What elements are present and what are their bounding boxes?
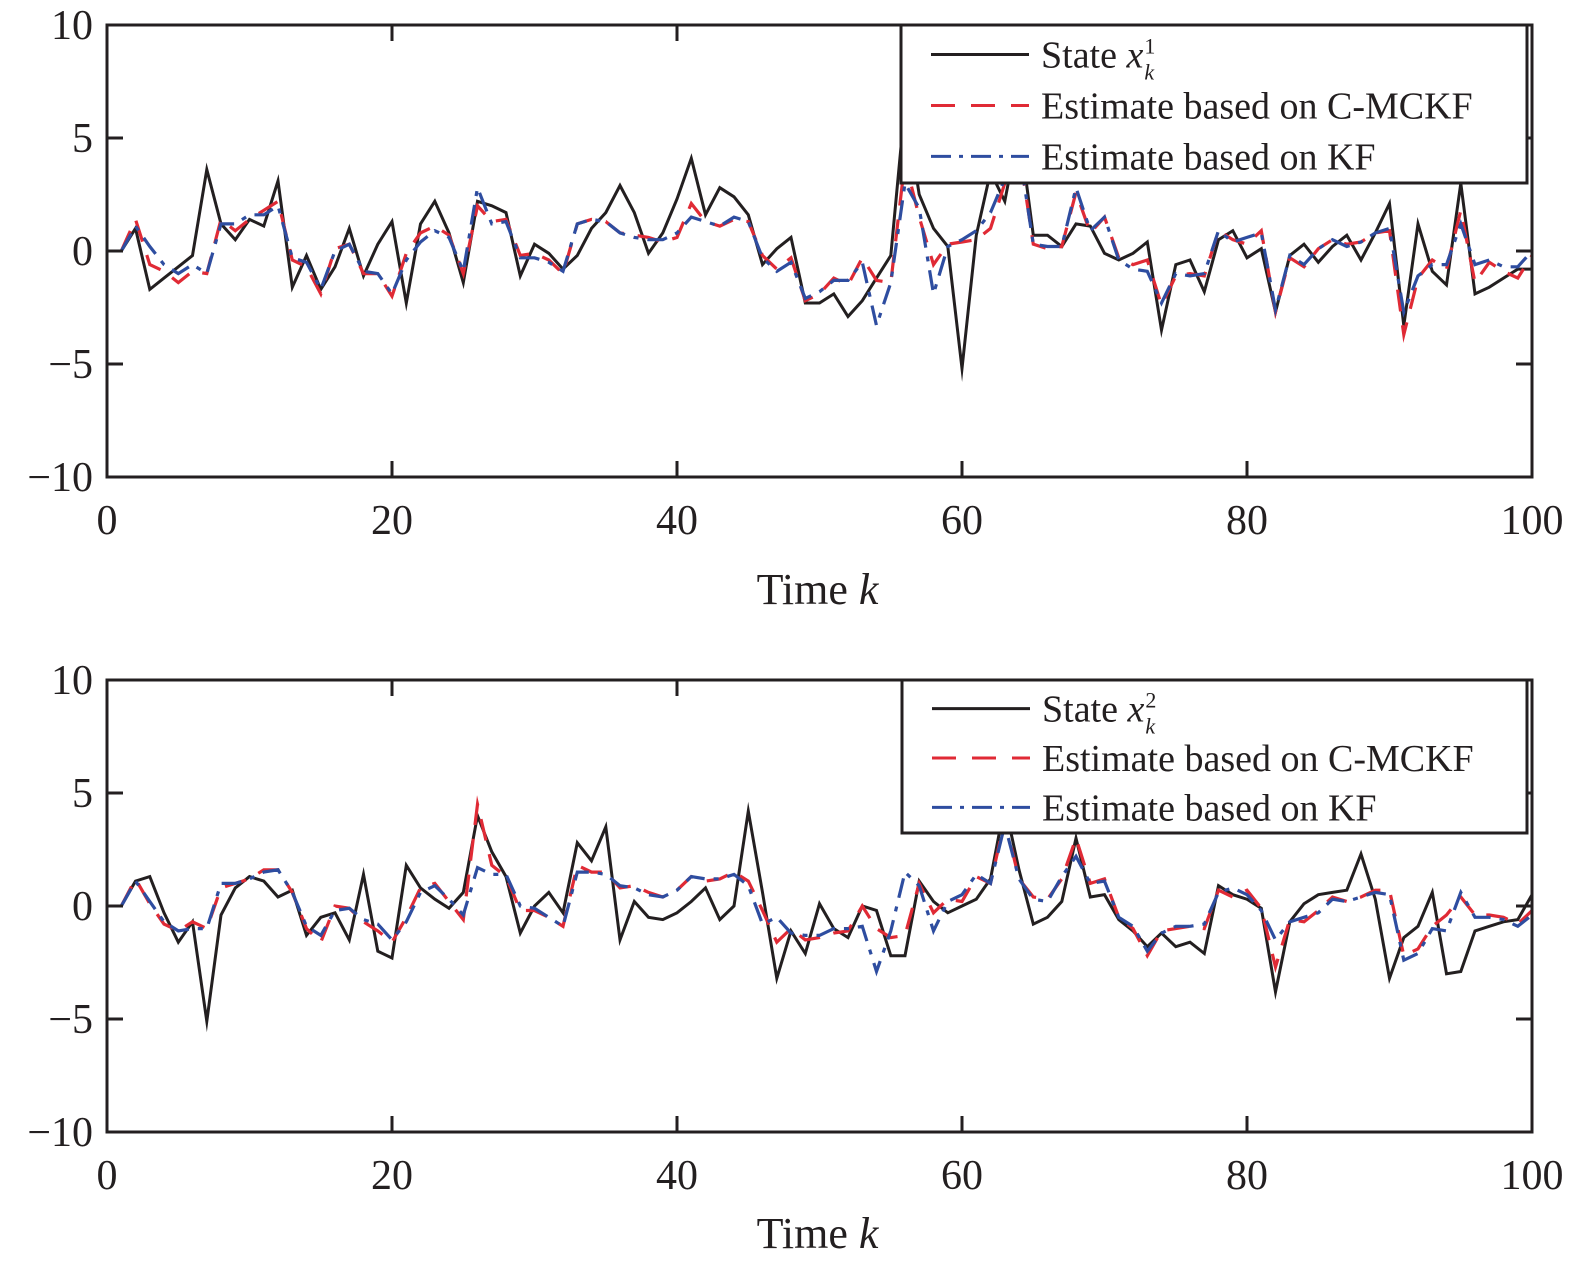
legend-label-text: Estimate based on C-MCKF <box>1042 738 1474 780</box>
legend-label-text: State <box>1042 689 1127 731</box>
legend-label-var: x <box>1125 34 1143 76</box>
y-tick-label: 10 <box>51 658 93 704</box>
legend-label: Estimate based on C-MCKF <box>1041 85 1473 127</box>
series-group <box>119 795 1532 1033</box>
y-tick-label: −10 <box>27 1110 93 1156</box>
x-tick-label: 20 <box>371 498 413 544</box>
series-line-solid <box>120 92 1532 382</box>
y-tick-label: −5 <box>48 342 93 388</box>
legend-box <box>900 678 1529 835</box>
y-tick-label: 0 <box>72 229 93 275</box>
legend-label: Estimate based on C-MCKF <box>1042 738 1474 780</box>
x-tick-label: 40 <box>656 498 698 544</box>
legend-label-text: Estimate based on KF <box>1041 136 1376 178</box>
legend-label: Estimate based on KF <box>1042 787 1377 829</box>
x-axis-title-text: Time <box>757 565 859 614</box>
x-axis-title-var: k <box>859 565 880 614</box>
x-tick-label: 100 <box>1501 498 1564 544</box>
x-tick-label: 0 <box>97 498 118 544</box>
legend-label-text: Estimate based on KF <box>1042 787 1377 829</box>
legend-label: State x1 k <box>1041 33 1155 84</box>
x-tick-label: 60 <box>941 498 983 544</box>
x-axis-title-var: k <box>859 1209 880 1258</box>
legend-box <box>899 23 1529 185</box>
legend-label-sub: k <box>1145 714 1156 739</box>
y-tick-label: 10 <box>51 3 93 49</box>
y-tick-label: 5 <box>72 116 93 162</box>
series-group <box>119 92 1532 382</box>
legend-label-sup: 1 <box>1144 33 1155 58</box>
series-line-dashdot <box>119 818 1532 977</box>
x-tick-label: 0 <box>97 1153 118 1199</box>
legend-label-text: State <box>1041 34 1126 76</box>
x-axis-title: Time k <box>757 1209 880 1258</box>
legend-label-sup: 2 <box>1145 688 1156 713</box>
x-tick-label: 80 <box>1226 498 1268 544</box>
x-tick-label: 20 <box>371 1153 413 1199</box>
y-tick-label: 5 <box>72 771 93 817</box>
legend-label-text: Estimate based on C-MCKF <box>1041 85 1473 127</box>
x-tick-label: 40 <box>656 1153 698 1199</box>
y-tick-label: 0 <box>72 884 93 930</box>
x-tick-label: 80 <box>1226 1153 1268 1199</box>
x-axis-title-text: Time <box>757 1209 859 1258</box>
x-tick-label: 60 <box>941 1153 983 1199</box>
x-axis-title: Time k <box>757 565 880 614</box>
x-tick-label: 100 <box>1501 1153 1564 1199</box>
series-line-dashed <box>119 143 1532 343</box>
legend-label: State x2 k <box>1042 688 1156 739</box>
legend-label: Estimate based on KF <box>1041 136 1376 178</box>
legend-label-var: x <box>1126 689 1144 731</box>
y-tick-label: −5 <box>48 997 93 1043</box>
series-line-solid <box>119 796 1532 1033</box>
y-tick-label: −10 <box>27 455 93 501</box>
legend-label-sub: k <box>1144 59 1155 84</box>
